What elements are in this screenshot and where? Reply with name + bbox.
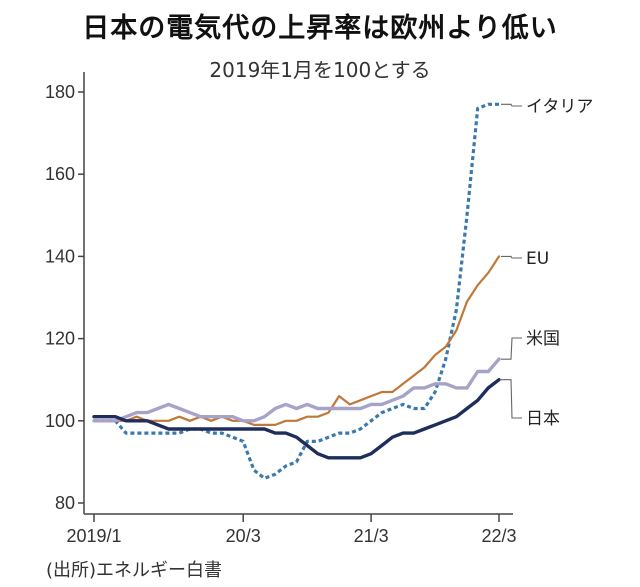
- source-note: (出所)エネルギー白書: [46, 560, 223, 581]
- x-tick-label: 21/3: [354, 526, 389, 546]
- chart-title: 日本の電気代の上昇率は欧州より低い: [82, 13, 558, 44]
- chart-subtitle: 2019年1月を100とする: [209, 58, 431, 82]
- series-line: [94, 102, 499, 480]
- series-label: イタリア: [526, 97, 593, 117]
- series-leader-line: [501, 379, 522, 419]
- series-leader-line: [501, 103, 522, 107]
- series-line: [92, 255, 501, 426]
- x-tick-label: 2019/1: [66, 526, 121, 546]
- series-label: 米国: [526, 329, 560, 349]
- series-leader-line: [501, 255, 522, 259]
- y-tick-label: 140: [45, 246, 75, 266]
- y-tick-label: 80: [55, 493, 75, 513]
- x-tick-label: 20/3: [226, 526, 261, 546]
- series-label: EU: [526, 249, 549, 269]
- y-tick-label: 160: [45, 164, 75, 184]
- series-leader-line: [501, 337, 522, 360]
- y-tick-label: 120: [45, 329, 75, 349]
- y-tick-label: 100: [45, 411, 75, 431]
- series-line: [92, 378, 501, 460]
- series-line: [92, 357, 501, 423]
- series-label: 日本: [526, 409, 560, 429]
- y-tick-label: 180: [45, 82, 75, 102]
- x-tick-label: 22/3: [481, 526, 516, 546]
